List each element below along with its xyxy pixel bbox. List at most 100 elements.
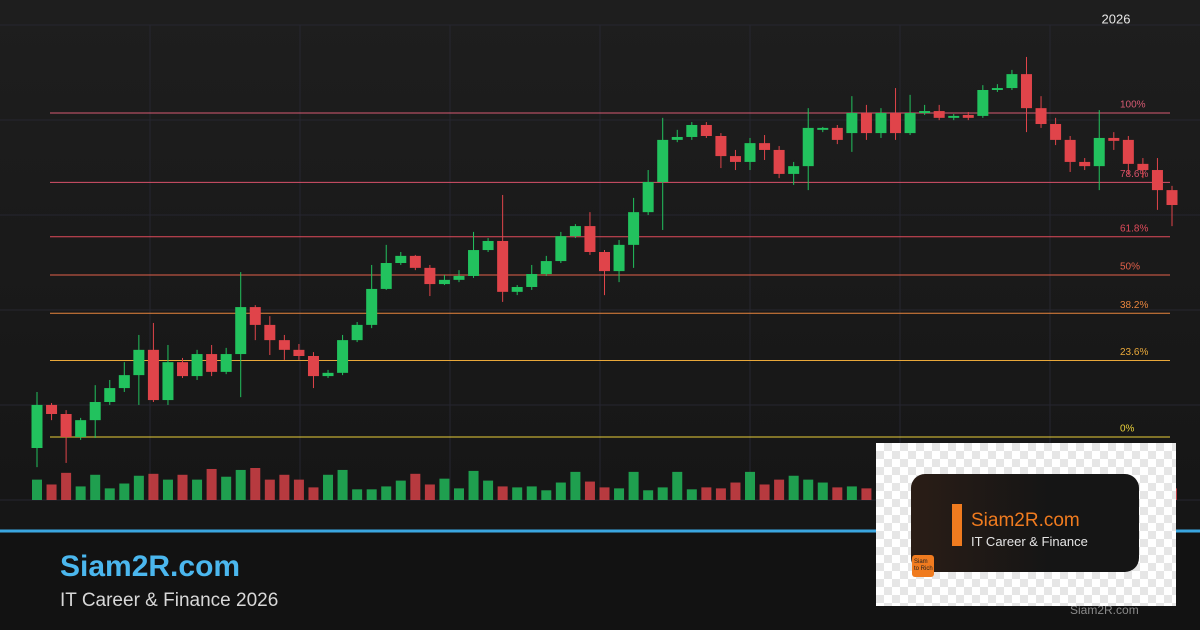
volume-bar bbox=[439, 478, 450, 500]
candle-body bbox=[540, 261, 552, 275]
candle-body bbox=[555, 236, 567, 262]
logo-badge: Siam to Rich bbox=[912, 555, 934, 577]
volume-bar bbox=[75, 486, 86, 500]
volume-bar bbox=[381, 486, 392, 500]
candle-body bbox=[860, 113, 872, 134]
candle-body bbox=[293, 349, 305, 356]
candle-body bbox=[788, 166, 800, 174]
candle-body bbox=[1050, 124, 1062, 140]
volume-bar bbox=[788, 475, 799, 500]
candle-body bbox=[773, 149, 785, 174]
volume-bar bbox=[148, 473, 159, 500]
volume-bar bbox=[221, 476, 232, 500]
candle-body bbox=[1006, 74, 1018, 89]
card-tagline: IT Career & Finance bbox=[971, 534, 1088, 549]
volume-bar bbox=[293, 479, 304, 500]
candle-body bbox=[322, 372, 334, 377]
candle-body bbox=[177, 362, 189, 377]
candle-body bbox=[817, 127, 829, 130]
watermark: Siam2R.com bbox=[1070, 603, 1139, 617]
volume-bar bbox=[32, 479, 42, 500]
card-brand: Siam2R.com bbox=[971, 510, 1080, 531]
volume-bar bbox=[46, 484, 57, 500]
volume-bar bbox=[61, 472, 72, 500]
candle-body bbox=[890, 113, 902, 134]
volume-bar bbox=[410, 473, 421, 500]
volume-bar bbox=[643, 490, 654, 500]
year-label: 2026 bbox=[1102, 11, 1131, 26]
candle-body bbox=[1079, 161, 1091, 167]
candle-body bbox=[337, 340, 349, 373]
candle-body bbox=[89, 402, 101, 421]
candle-body bbox=[671, 136, 683, 140]
candle-body bbox=[744, 143, 756, 162]
candle-body bbox=[628, 212, 640, 245]
volume-bar bbox=[803, 479, 814, 500]
candle-body bbox=[409, 255, 421, 268]
volume-bar bbox=[745, 471, 756, 500]
volume-bar bbox=[119, 483, 130, 500]
volume-bar bbox=[861, 488, 872, 500]
candle-body bbox=[1166, 190, 1178, 206]
volume-bar bbox=[483, 480, 494, 500]
candle-body bbox=[991, 88, 1003, 90]
candle-body bbox=[482, 240, 494, 251]
candle-body bbox=[511, 286, 523, 292]
fib-label: 61.8% bbox=[1120, 223, 1148, 234]
candle-body bbox=[104, 388, 116, 403]
candle-body bbox=[962, 114, 974, 118]
volume-bar bbox=[366, 489, 377, 500]
volume-bar bbox=[206, 468, 217, 500]
candle-body bbox=[875, 113, 887, 134]
fib-label: 23.6% bbox=[1120, 347, 1148, 358]
candle-body bbox=[831, 127, 843, 140]
candle-body bbox=[307, 356, 319, 377]
logo-card: Siam2R.com IT Career & Finance bbox=[911, 474, 1139, 572]
tagline: IT Career & Finance 2026 bbox=[60, 590, 279, 611]
volume-bar bbox=[686, 489, 697, 500]
candle-body bbox=[191, 354, 203, 377]
candle-body bbox=[380, 263, 392, 289]
candle-body bbox=[904, 113, 916, 134]
volume-bar bbox=[424, 484, 435, 500]
candle-body bbox=[642, 182, 654, 213]
candle-body bbox=[759, 143, 771, 150]
candle-body bbox=[147, 349, 159, 401]
volume-bar bbox=[162, 479, 173, 500]
volume-bar bbox=[308, 487, 319, 500]
volume-bar bbox=[352, 489, 363, 500]
volume-bar bbox=[337, 469, 348, 500]
candle-body bbox=[846, 113, 858, 134]
fib-label: 100% bbox=[1120, 100, 1146, 111]
candle-body bbox=[657, 139, 669, 183]
candle-body bbox=[366, 288, 378, 325]
volume-bar bbox=[104, 488, 115, 500]
candle-body bbox=[729, 156, 741, 162]
volume-bar bbox=[730, 482, 741, 500]
logo-overlay: Siam2R.com IT Career & Finance Siam to R… bbox=[876, 443, 1176, 606]
candle-body bbox=[933, 111, 945, 118]
volume-bar bbox=[541, 490, 552, 500]
candle-body bbox=[1108, 137, 1120, 141]
candle-body bbox=[1122, 139, 1134, 164]
candle-body bbox=[599, 251, 610, 272]
volume-bar bbox=[599, 487, 610, 500]
candle-body bbox=[264, 324, 276, 341]
volume-bar bbox=[177, 474, 188, 500]
volume-bar bbox=[701, 487, 712, 500]
candle-body bbox=[700, 124, 712, 137]
candle-body bbox=[60, 413, 72, 437]
logo-bar bbox=[952, 504, 962, 546]
candle-body bbox=[453, 275, 465, 280]
volume-bar bbox=[759, 484, 770, 500]
volume-bar bbox=[817, 482, 828, 500]
volume-bar bbox=[264, 479, 275, 500]
volume-bar bbox=[628, 471, 639, 500]
candle-body bbox=[1035, 108, 1047, 125]
volume-bar bbox=[526, 486, 537, 500]
candle-body bbox=[249, 307, 261, 325]
candle-body bbox=[75, 420, 87, 437]
candle-body bbox=[948, 115, 960, 118]
